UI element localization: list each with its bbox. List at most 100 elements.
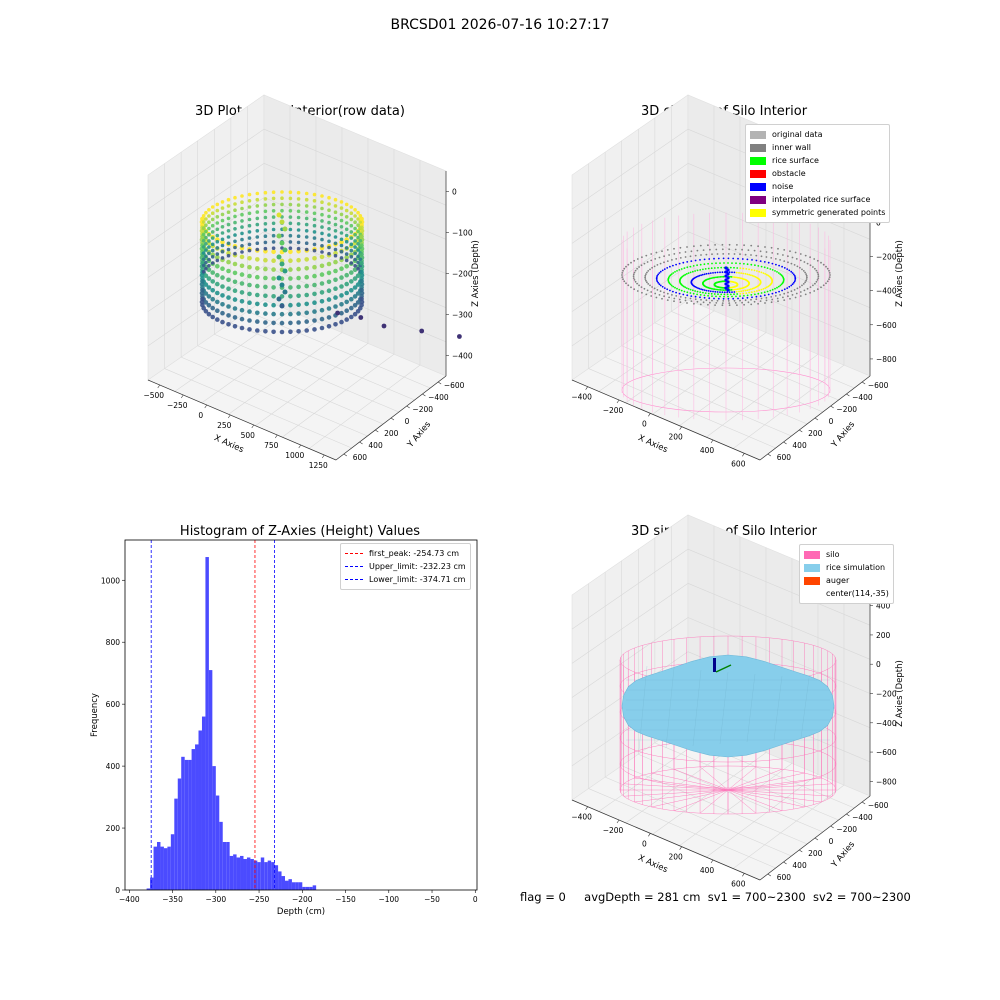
raw-point <box>254 319 260 324</box>
raw-point <box>296 284 301 290</box>
classified-point <box>727 300 730 302</box>
raw-point <box>263 222 268 226</box>
raw-point <box>349 296 354 302</box>
raw-point <box>232 261 238 267</box>
raw-point <box>255 216 260 221</box>
raw-point <box>359 296 364 302</box>
classified-point <box>669 265 671 268</box>
rice-mesh-line <box>719 671 729 745</box>
classified-point <box>717 257 720 260</box>
classified-point <box>719 289 722 291</box>
classified-point <box>764 273 767 275</box>
classified-point <box>806 262 809 265</box>
classified-point <box>663 287 666 289</box>
classified-point <box>673 247 675 250</box>
classified-point <box>771 262 774 265</box>
classified-point <box>696 300 699 303</box>
raw-point <box>359 278 364 284</box>
classified-point <box>802 270 805 272</box>
raw-outlier-point <box>335 310 340 316</box>
raw-point <box>344 255 350 260</box>
raw-center-point <box>282 247 288 253</box>
classified-point <box>750 303 753 306</box>
classified-point <box>729 293 732 296</box>
classified-point <box>814 267 816 270</box>
classified-point <box>716 253 719 255</box>
classified-point <box>632 277 635 279</box>
classified-point <box>633 271 636 274</box>
classified-point <box>751 287 754 290</box>
raw-point <box>271 215 276 219</box>
raw-point <box>356 210 360 215</box>
raw-point <box>327 195 331 200</box>
raw-point <box>239 254 245 260</box>
classified-point <box>816 288 819 291</box>
classified-point <box>789 250 791 253</box>
raw-point <box>210 254 215 259</box>
raw-point <box>349 230 354 234</box>
raw-point <box>296 222 301 226</box>
classified-point <box>653 287 656 290</box>
raw-point <box>320 194 324 198</box>
raw-point <box>233 208 237 212</box>
raw-point <box>353 257 357 262</box>
classified-point <box>702 249 705 252</box>
raw-point <box>339 310 344 316</box>
classified-point <box>656 274 659 277</box>
raw-point <box>312 242 317 247</box>
classified-point <box>666 288 669 291</box>
classified-point <box>739 299 741 302</box>
histogram-bar <box>246 857 251 890</box>
raw-point <box>349 205 354 209</box>
y-tick-mark <box>406 405 410 409</box>
classified-point <box>777 300 779 303</box>
classified-point <box>774 270 776 272</box>
silo-floor-spoke <box>727 783 833 791</box>
classified-point <box>792 281 795 284</box>
raw-point <box>312 248 317 253</box>
classified-point <box>686 302 688 304</box>
z-tick-label: 400 <box>876 602 891 611</box>
auger-arrow <box>715 664 732 673</box>
classified-point <box>760 292 763 294</box>
histogram-bar <box>222 841 227 890</box>
classified-point <box>791 294 794 296</box>
raw-point <box>355 282 361 287</box>
classified-point <box>783 267 786 269</box>
raw-point <box>254 310 260 316</box>
raw-point <box>240 237 244 242</box>
raw-point <box>355 291 361 296</box>
classified-point <box>766 267 769 269</box>
gridline <box>679 763 793 846</box>
classified-point <box>685 287 688 289</box>
raw-point <box>344 215 349 219</box>
raw-point <box>352 311 358 317</box>
classified-point <box>674 286 676 289</box>
classified-point <box>678 288 681 291</box>
classified-point <box>634 269 637 272</box>
raw-point <box>333 241 338 246</box>
classified-point <box>750 263 753 266</box>
classified-point <box>804 254 807 257</box>
classified-point <box>683 267 686 269</box>
classified-point <box>753 290 756 293</box>
raw-point <box>210 217 215 222</box>
classified-point <box>663 255 665 258</box>
raw-point <box>207 239 211 243</box>
x-tick-label: 0 <box>642 419 647 428</box>
raw-outlier-point <box>358 315 364 320</box>
classified-point <box>710 292 713 295</box>
classified-point <box>640 286 643 288</box>
classified-point <box>759 300 762 302</box>
raw-point <box>339 266 344 272</box>
classified-point <box>707 272 710 275</box>
histogram-bar <box>150 877 154 890</box>
raw-point <box>204 242 208 246</box>
raw-point <box>288 267 293 272</box>
classified-point <box>703 258 706 261</box>
simulation-3d-plot: −400−2000200400600−600−400−2000200400600… <box>571 514 905 888</box>
raw-point <box>349 314 354 320</box>
classified-point <box>689 271 692 274</box>
classified-point <box>714 244 716 246</box>
histogram-bar <box>177 778 182 890</box>
